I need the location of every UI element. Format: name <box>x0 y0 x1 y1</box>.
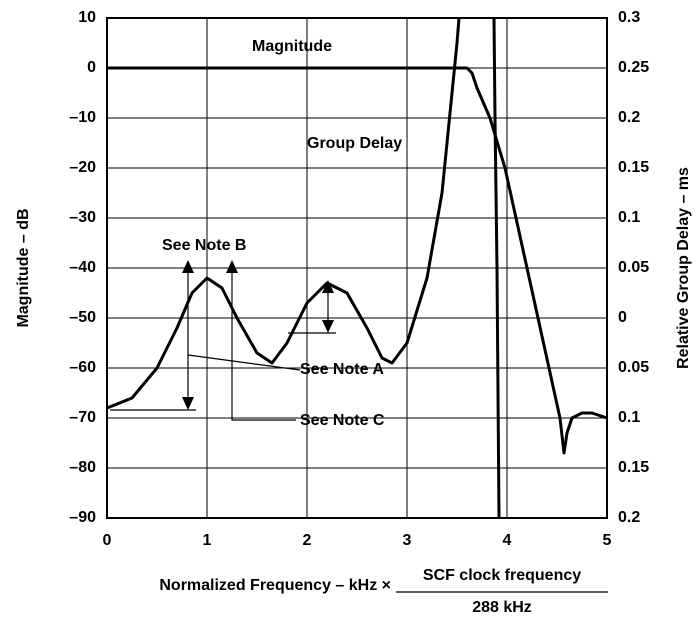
annotation: See Note A <box>300 361 384 378</box>
x-tick-label: 3 <box>403 532 412 549</box>
annotation-arrows <box>110 260 336 421</box>
series-label: Magnitude <box>252 38 332 55</box>
annotation: See Note C <box>300 412 385 429</box>
y-tick-label: 10 <box>78 9 96 26</box>
y2-tick-label: 0.1 <box>618 209 640 226</box>
y2-axis-title: Relative Group Delay – ms <box>675 167 692 369</box>
y-tick-label: –60 <box>69 359 96 376</box>
series-line <box>107 66 608 455</box>
y2-tick-label: 0.05 <box>618 359 649 376</box>
y-tick-label: –40 <box>69 259 96 276</box>
x-tick-label: 4 <box>503 532 512 549</box>
y-axis-title: Magnitude – dB <box>15 208 32 327</box>
x-tick-label: 1 <box>203 532 212 549</box>
y2-tick-label: 0.05 <box>618 259 649 276</box>
marks <box>106 17 608 519</box>
y2-tick-label: 0.1 <box>618 409 640 426</box>
y2-tick-label: 0.15 <box>618 159 649 176</box>
x-axis-title-numerator: SCF clock frequency <box>423 567 581 584</box>
series-label: Group Delay <box>307 135 402 152</box>
y2-tick-label: 0.2 <box>618 109 640 126</box>
x-tick-label: 0 <box>103 532 112 549</box>
y-tick-label: –20 <box>69 159 96 176</box>
y2-tick-label: 0.2 <box>618 509 640 526</box>
series-line <box>106 17 501 519</box>
y-tick-label: –10 <box>69 109 96 126</box>
x-axis-title: Normalized Frequency – kHz × <box>159 577 391 594</box>
y-tick-label: –70 <box>69 409 96 426</box>
y2-tick-label: 0 <box>618 309 627 326</box>
y-tick-label: 0 <box>87 59 96 76</box>
grid <box>106 17 608 519</box>
x-tick-label: 5 <box>603 532 612 549</box>
y-tick-label: –30 <box>69 209 96 226</box>
y-tick-label: –80 <box>69 459 96 476</box>
y2-tick-label: 0.3 <box>618 9 640 26</box>
y-tick-label: –90 <box>69 509 96 526</box>
x-tick-label: 2 <box>303 532 312 549</box>
annotation: See Note B <box>162 237 246 254</box>
plot-frame <box>106 17 608 519</box>
y-tick-label: –50 <box>69 309 96 326</box>
y2-tick-label: 0.25 <box>618 59 649 76</box>
x-axis-title-denominator: 288 kHz <box>472 599 532 616</box>
y2-tick-label: 0.15 <box>618 459 649 476</box>
